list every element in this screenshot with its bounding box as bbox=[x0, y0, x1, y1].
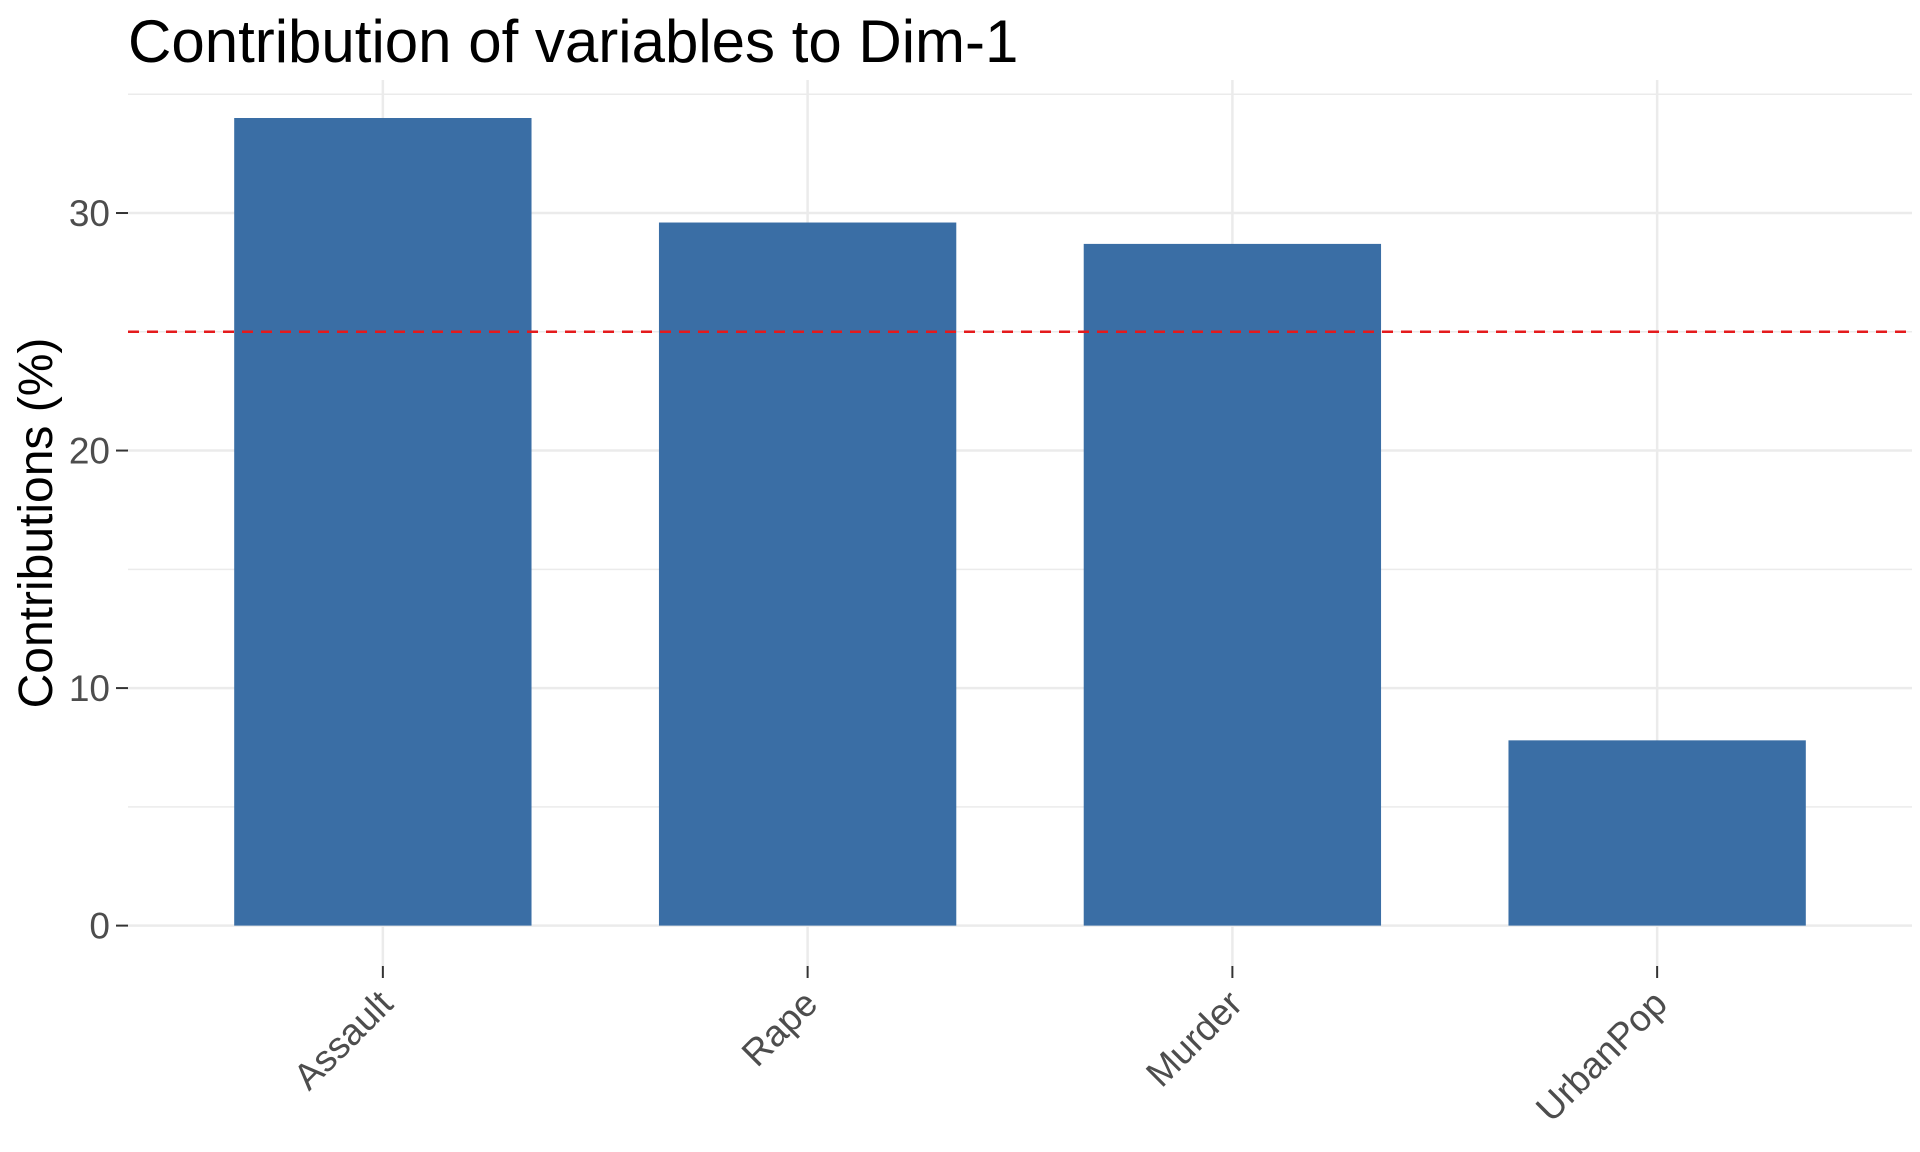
y-tick-label: 20 bbox=[69, 431, 110, 472]
bar-urbanpop bbox=[1508, 740, 1806, 926]
chart-title: Contribution of variables to Dim-1 bbox=[128, 8, 1018, 75]
bar-rape bbox=[658, 222, 957, 926]
bar-murder bbox=[1083, 243, 1382, 926]
bar-assault bbox=[234, 118, 532, 926]
y-axis-ticks: 0 10 20 30 bbox=[69, 193, 128, 947]
bars bbox=[234, 118, 1806, 926]
y-tick-label: 0 bbox=[89, 906, 110, 947]
y-axis-title: Contributions (%) bbox=[10, 338, 63, 709]
y-tick-label: 30 bbox=[69, 193, 110, 234]
y-tick-label: 10 bbox=[69, 668, 110, 709]
